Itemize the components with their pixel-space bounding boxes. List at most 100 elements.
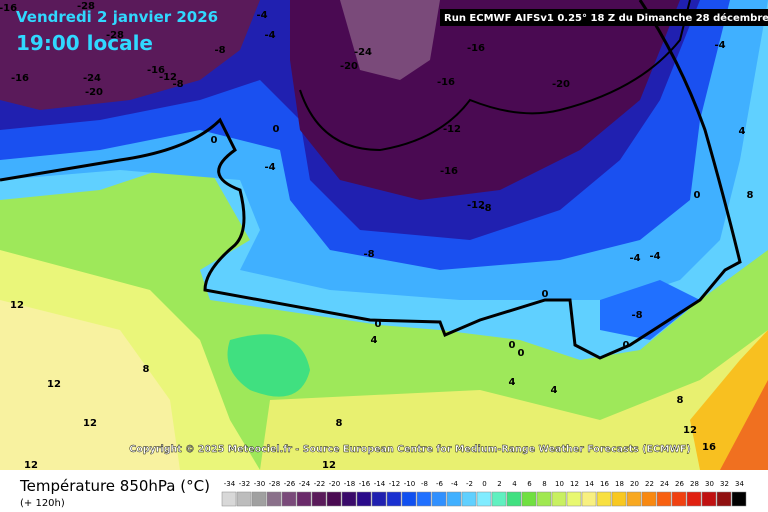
contour-label: 4 [371,335,378,346]
color-swatch [461,491,477,507]
color-swatch [626,491,642,507]
contour-label: -16 [440,166,458,177]
contour-label: -8 [631,310,642,321]
contour-label: 8 [143,364,150,375]
color-swatch [251,491,267,507]
contour-label: -16 [11,73,29,84]
scale-tick-label: 34 [735,480,744,488]
contour-label: 0 [211,135,218,146]
color-swatch [521,491,537,507]
color-swatch [536,491,552,507]
color-swatch [656,491,672,507]
scale-tick-label: -16 [359,480,371,488]
contour-label: 16 [702,442,716,453]
contour-label: -4 [629,253,640,264]
contour-label: 0 [542,289,549,300]
contour-label: -16 [467,43,485,54]
color-swatch [266,491,282,507]
color-swatch [611,491,627,507]
color-swatch [296,491,312,507]
scale-tick-label: 16 [600,480,609,488]
contour-label: 0 [623,340,630,351]
contour-label: -28 [77,1,95,12]
contour-label: -4 [264,162,275,173]
color-swatch [641,491,657,507]
contour-label: -4 [256,10,267,21]
contour-label: -20 [552,79,570,90]
contour-label: 12 [83,418,97,429]
contour-label: 12 [322,460,336,471]
scale-tick-label: 26 [675,480,684,488]
color-swatch [326,491,342,507]
color-swatch [371,491,387,507]
scale-tick-label: -6 [436,480,444,488]
scale-tick-label: -28 [269,480,280,488]
run-info: Run ECMWF AIFSv1 0.25° 18 Z du Dimanche … [444,12,768,24]
cold-core [340,0,440,80]
scale-tick-label: 8 [542,480,546,488]
color-swatch [566,491,582,507]
color-swatch [416,491,432,507]
scale-tick-label: -10 [404,480,415,488]
contour-label: 8 [336,418,343,429]
scale-tick-label: 18 [615,480,624,488]
contour-label: -8 [172,79,183,90]
scale-tick-label: 32 [720,480,729,488]
zero-isotherm [0,0,742,360]
scale-tick-label: -2 [466,480,473,488]
contour-label: 8 [747,190,754,201]
contour-label: 0 [375,319,382,330]
color-swatch [356,491,372,507]
isotherm [299,0,691,152]
color-swatch [311,491,327,507]
scale-tick-label: -8 [421,480,428,488]
contour-label: -8 [214,45,225,56]
contour-label: -16 [0,3,17,14]
color-swatch [221,491,237,507]
scale-tick-label: -18 [344,480,355,488]
contour-label: -20 [85,87,103,98]
scale-tick-label: -22 [314,480,325,488]
contour-label: -12 [159,72,177,83]
color-swatch [506,491,522,507]
scale-tick-label: 30 [705,480,714,488]
forecast-date: Vendredi 2 janvier 2026 [16,8,218,26]
scale-tick-label: 24 [660,480,669,488]
warm-region [260,330,768,470]
contour-label: -4 [714,40,725,51]
scale-tick-label: 14 [585,480,594,488]
scale-tick-label: -30 [254,480,265,488]
color-swatch [341,491,357,507]
contour-label: 12 [47,379,61,390]
color-swatch [281,491,297,507]
color-swatch [701,491,717,507]
lead-time: (+ 120h) [20,498,65,509]
color-swatch [716,491,732,507]
scale-tick-label: 2 [497,480,501,488]
contour-label: -20 [340,61,358,72]
scale-tick-label: -34 [224,480,236,488]
contour-label: -28 [106,30,124,41]
cold-core [0,0,260,110]
legend-title: Température 850hPa (°C) [19,477,210,495]
color-swatch [671,491,687,507]
contour-label: 0 [518,348,525,359]
color-swatch [401,491,417,507]
contour-label: 0 [509,340,516,351]
contour-label: 12 [683,425,697,436]
warm-region [0,300,180,470]
color-swatch [686,491,702,507]
scale-tick-label: -26 [284,480,296,488]
color-swatch [731,491,747,507]
contour-label: -24 [83,73,101,84]
scale-tick-label: 4 [512,480,517,488]
contour-label: -8 [363,249,374,260]
scale-tick-label: 28 [690,480,699,488]
cool-swirl [227,334,310,397]
color-swatch [386,491,402,507]
scale-tick-label: -32 [239,480,250,488]
contour-label: -16 [147,65,165,76]
contour-label: -4 [264,30,275,41]
color-swatch [596,491,612,507]
